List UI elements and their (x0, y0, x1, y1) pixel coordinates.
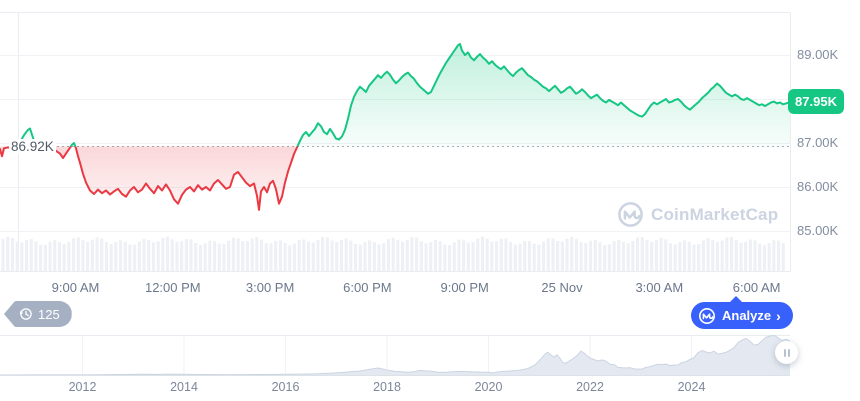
last-price-badge: 87.95K (788, 89, 844, 114)
analyze-pointer-arrow (730, 296, 742, 302)
drag-handle-icon (783, 348, 786, 357)
x-axis-tick-label: 6:00 PM (343, 280, 392, 295)
history-badge-count: 125 (38, 306, 60, 322)
timeline-year-label: 2012 (68, 380, 97, 394)
timeline-year-label: 2024 (677, 380, 706, 394)
x-axis-tick-label: 3:00 PM (245, 280, 295, 295)
timeline-year-label: 2020 (474, 380, 503, 394)
open-price-label: 86.92K (9, 139, 56, 154)
brush-right-handle[interactable] (775, 341, 798, 364)
timeline-year-label: 2018 (373, 380, 401, 394)
price-chart-plot-area[interactable] (0, 0, 860, 272)
x-axis-tick-label: 3:00 AM (635, 280, 684, 295)
analyze-button[interactable]: Analyze › (691, 296, 793, 329)
timeline-brush-area[interactable] (0, 335, 860, 376)
x-axis-tick-label: 12:00 PM (144, 280, 201, 295)
volume-bars (1, 236, 785, 271)
x-axis-tick-label: 9:00 AM (51, 280, 100, 295)
chevron-right-icon: › (776, 307, 781, 324)
x-axis-tick-label: 9:00 PM (440, 280, 489, 295)
timeline-year-label: 2022 (576, 380, 604, 394)
analyze-button-label: Analyze (722, 308, 772, 323)
timeline-year-label: 2016 (271, 380, 300, 394)
watermark-label: CoinMarketCap (651, 204, 779, 224)
y-axis-tick-label: 87.00K (797, 135, 839, 150)
y-axis-tick-label: 85.00K (797, 223, 839, 238)
x-axis-tick-label: 25 Nov (541, 280, 583, 295)
drag-handle-icon (787, 348, 790, 357)
history-annotations-badge[interactable]: 125 (4, 301, 72, 327)
history-clock-icon (19, 308, 32, 320)
x-axis-tick-label: 6:00 AM (732, 280, 781, 295)
y-axis-tick-label: 86.00K (797, 179, 839, 194)
coinmarketcap-watermark: CoinMarketCap (617, 201, 778, 228)
timeline-year-label: 2014 (170, 380, 198, 394)
coinmarketcap-logo-icon (699, 307, 715, 324)
coinmarketcap-logo-icon (618, 202, 643, 227)
y-axis-tick-label: 89.00K (797, 47, 839, 62)
